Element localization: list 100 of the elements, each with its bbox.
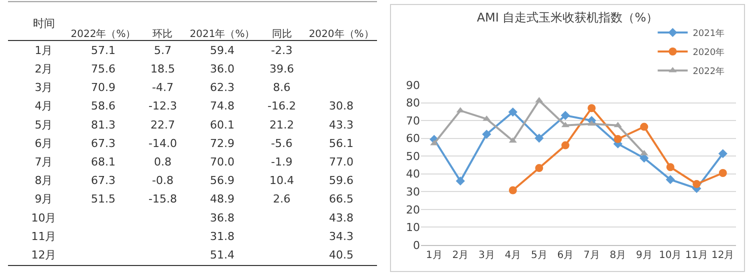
x-tick-label: 7月 bbox=[583, 250, 600, 261]
x-tick-label: 同比 bbox=[272, 28, 292, 40]
x-tick-label: 12月 bbox=[712, 250, 734, 261]
y-tick-label: 2月 bbox=[34, 62, 53, 76]
data-label: 10.4 bbox=[270, 174, 294, 188]
y-tick-label: 8月 bbox=[34, 174, 53, 188]
data-label: -4.7 bbox=[152, 81, 174, 94]
data-label: 51.4 bbox=[210, 248, 235, 262]
point bbox=[482, 130, 492, 139]
data-label: -14.0 bbox=[148, 136, 177, 150]
point bbox=[640, 122, 648, 131]
x-tick-label: 10月 bbox=[659, 250, 682, 261]
data-label: 30.8 bbox=[329, 100, 354, 113]
legend-label: 2022年 bbox=[692, 66, 725, 78]
y-tick-label: 5月 bbox=[34, 118, 53, 132]
legend-label: 2020年 bbox=[692, 47, 725, 58]
x-tick-label: 6月 bbox=[557, 250, 574, 261]
data-label: 36.0 bbox=[210, 62, 235, 76]
x-tick-label: 11月 bbox=[685, 250, 708, 261]
data-label: 67.3 bbox=[90, 136, 116, 150]
data-label: 34.3 bbox=[329, 230, 354, 243]
y-tick-label: 70 bbox=[406, 114, 420, 128]
point bbox=[508, 186, 517, 194]
point bbox=[560, 110, 570, 120]
x-tick-label: 9月 bbox=[636, 250, 652, 261]
data-label: 8.6 bbox=[273, 81, 291, 94]
data-label: 59.4 bbox=[210, 44, 235, 57]
y-tick-label: 40 bbox=[406, 168, 420, 181]
data-label: 72.9 bbox=[210, 136, 235, 150]
y-tick-label: 20 bbox=[406, 203, 420, 216]
data-label: -16.2 bbox=[268, 100, 296, 113]
point bbox=[666, 163, 674, 172]
y-tick-label: 4月 bbox=[34, 100, 53, 113]
y-tick-label: 10 bbox=[406, 221, 420, 234]
x-tick-label: 1月 bbox=[426, 250, 442, 261]
data-label: 43.8 bbox=[329, 211, 354, 224]
data-label: -0.8 bbox=[152, 174, 174, 188]
point bbox=[534, 134, 544, 143]
x-tick-label: 2021年（%） bbox=[190, 28, 255, 40]
y-tick-label: 11月 bbox=[31, 230, 56, 243]
y-tick-label: 9月 bbox=[34, 192, 53, 206]
data-label: 31.8 bbox=[210, 230, 235, 243]
data-label: 59.6 bbox=[329, 174, 354, 188]
data-label: 62.3 bbox=[210, 81, 235, 94]
point bbox=[614, 135, 622, 144]
point bbox=[508, 107, 518, 117]
data-label: 2.6 bbox=[273, 192, 291, 206]
data-label: 66.5 bbox=[329, 192, 354, 206]
y-tick-label: 6月 bbox=[34, 136, 53, 150]
data-label: 57.1 bbox=[90, 44, 116, 57]
data-label: -5.6 bbox=[271, 136, 293, 150]
point bbox=[508, 137, 517, 143]
data-label: 67.3 bbox=[90, 174, 116, 188]
x-tick-label: 环比 bbox=[152, 28, 173, 40]
point bbox=[430, 140, 438, 146]
x-tick-label: 2月 bbox=[452, 250, 469, 261]
data-label: 74.8 bbox=[210, 100, 235, 113]
data-label: 81.3 bbox=[90, 118, 116, 132]
data-label: 70.9 bbox=[90, 81, 116, 94]
data-label: 43.3 bbox=[329, 118, 354, 132]
data-label: -15.8 bbox=[148, 192, 177, 206]
x-tick-label: 8月 bbox=[610, 250, 626, 261]
point bbox=[640, 150, 648, 156]
point bbox=[718, 169, 727, 177]
data-label: 22.7 bbox=[150, 118, 175, 132]
data-label: 18.5 bbox=[150, 62, 175, 76]
data-label: -12.3 bbox=[148, 100, 177, 113]
point bbox=[588, 120, 596, 126]
y-tick-label: 1月 bbox=[34, 44, 53, 57]
y-tick-label: 80 bbox=[406, 96, 420, 110]
x-tick-label: 4月 bbox=[504, 250, 522, 261]
data-label: 77.0 bbox=[329, 156, 354, 169]
point bbox=[561, 122, 570, 128]
chart-title: AMI 自走式玉米收获机指数（%） bbox=[476, 10, 658, 24]
data-label: 36.8 bbox=[210, 211, 235, 224]
data-label: 75.6 bbox=[90, 62, 116, 76]
point bbox=[588, 104, 596, 112]
data-label: 56.1 bbox=[329, 136, 354, 150]
x-tick-label: 3月 bbox=[478, 250, 495, 261]
data-label: -2.3 bbox=[271, 44, 293, 57]
point bbox=[692, 180, 701, 188]
y-tick-label: 90 bbox=[406, 78, 420, 92]
y-tick-label: 3月 bbox=[34, 81, 53, 94]
data-label: 5.7 bbox=[154, 44, 172, 57]
data-label: 56.9 bbox=[210, 174, 235, 188]
point bbox=[614, 122, 622, 128]
data-label: 70.0 bbox=[210, 156, 235, 169]
data-label: 40.5 bbox=[329, 248, 354, 262]
x-tick-label: 2022年（%） bbox=[70, 28, 136, 40]
point bbox=[666, 175, 675, 184]
y-tick-label: 10月 bbox=[31, 211, 56, 224]
point bbox=[535, 164, 544, 172]
data-label: 39.6 bbox=[270, 62, 294, 76]
point bbox=[561, 141, 570, 150]
y-tick-label: 0 bbox=[413, 238, 420, 252]
legend-label: 2021年 bbox=[692, 28, 725, 40]
data-label: 60.1 bbox=[210, 118, 235, 132]
data-label: 48.9 bbox=[210, 192, 235, 206]
x-tick-label: 2020年（%） bbox=[308, 28, 374, 40]
y-tick-label: 50 bbox=[406, 150, 420, 163]
